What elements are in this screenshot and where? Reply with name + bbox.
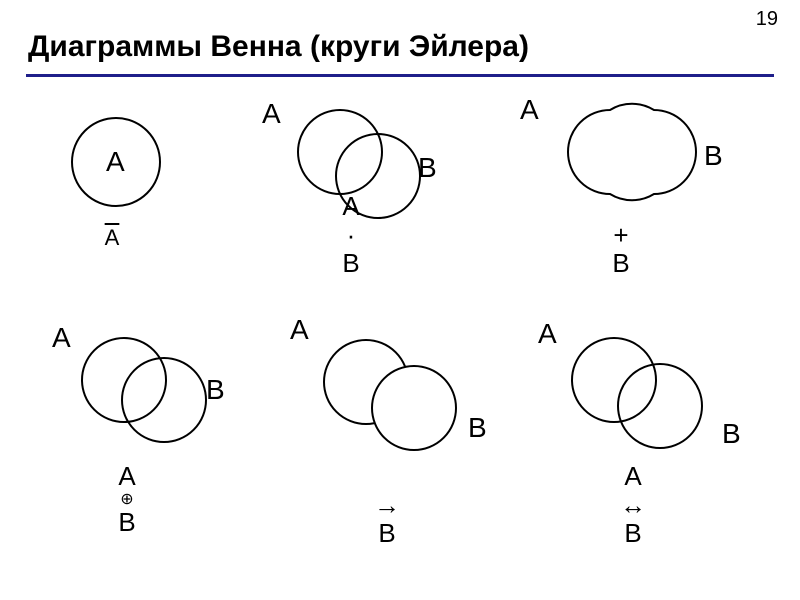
- op-or-sym: +: [606, 221, 636, 250]
- operation-not-a: A: [92, 226, 132, 250]
- label-impl-a: A: [290, 316, 309, 344]
- overline-a: A: [105, 226, 120, 250]
- op-and-b: B: [336, 249, 366, 278]
- op-xor-b: B: [112, 508, 142, 537]
- label-or-a: A: [520, 96, 539, 124]
- op-and-sym: ·: [336, 221, 366, 250]
- op-equiv-a: A: [616, 462, 650, 491]
- title-underline: [26, 74, 774, 77]
- op-impl-sym: →: [370, 491, 404, 520]
- op-xor-sym: ⊕: [112, 491, 142, 509]
- op-impl-b: B: [370, 519, 404, 548]
- operation-and: A · B: [336, 192, 366, 278]
- operation-or: A + B: [606, 192, 636, 278]
- label-xor-b: B: [206, 376, 225, 404]
- venn-impl: [312, 330, 482, 470]
- label-impl-b: B: [468, 414, 487, 442]
- label-equiv-a: A: [538, 320, 557, 348]
- label-or-b: B: [704, 142, 723, 170]
- operation-equiv: A ↔ B: [616, 462, 650, 548]
- venn-equiv: [560, 330, 730, 470]
- op-equiv-sym: ↔: [616, 491, 650, 520]
- operation-impl: A → B: [370, 462, 404, 548]
- label-and-b: B: [418, 154, 437, 182]
- op-xor-a: A: [112, 462, 142, 491]
- label-xor-a: A: [52, 324, 71, 352]
- op-equiv-b: B: [616, 519, 650, 548]
- op-and-a: A: [336, 192, 366, 221]
- page-title: Диаграммы Венна (круги Эйлера): [28, 30, 529, 64]
- op-or-b: B: [606, 249, 636, 278]
- label-and-a: A: [262, 100, 281, 128]
- operation-xor: A ⊕ B: [112, 462, 142, 537]
- label-not-a-inner: A: [106, 148, 125, 176]
- label-equiv-b: B: [722, 420, 741, 448]
- page-number: 19: [756, 8, 778, 31]
